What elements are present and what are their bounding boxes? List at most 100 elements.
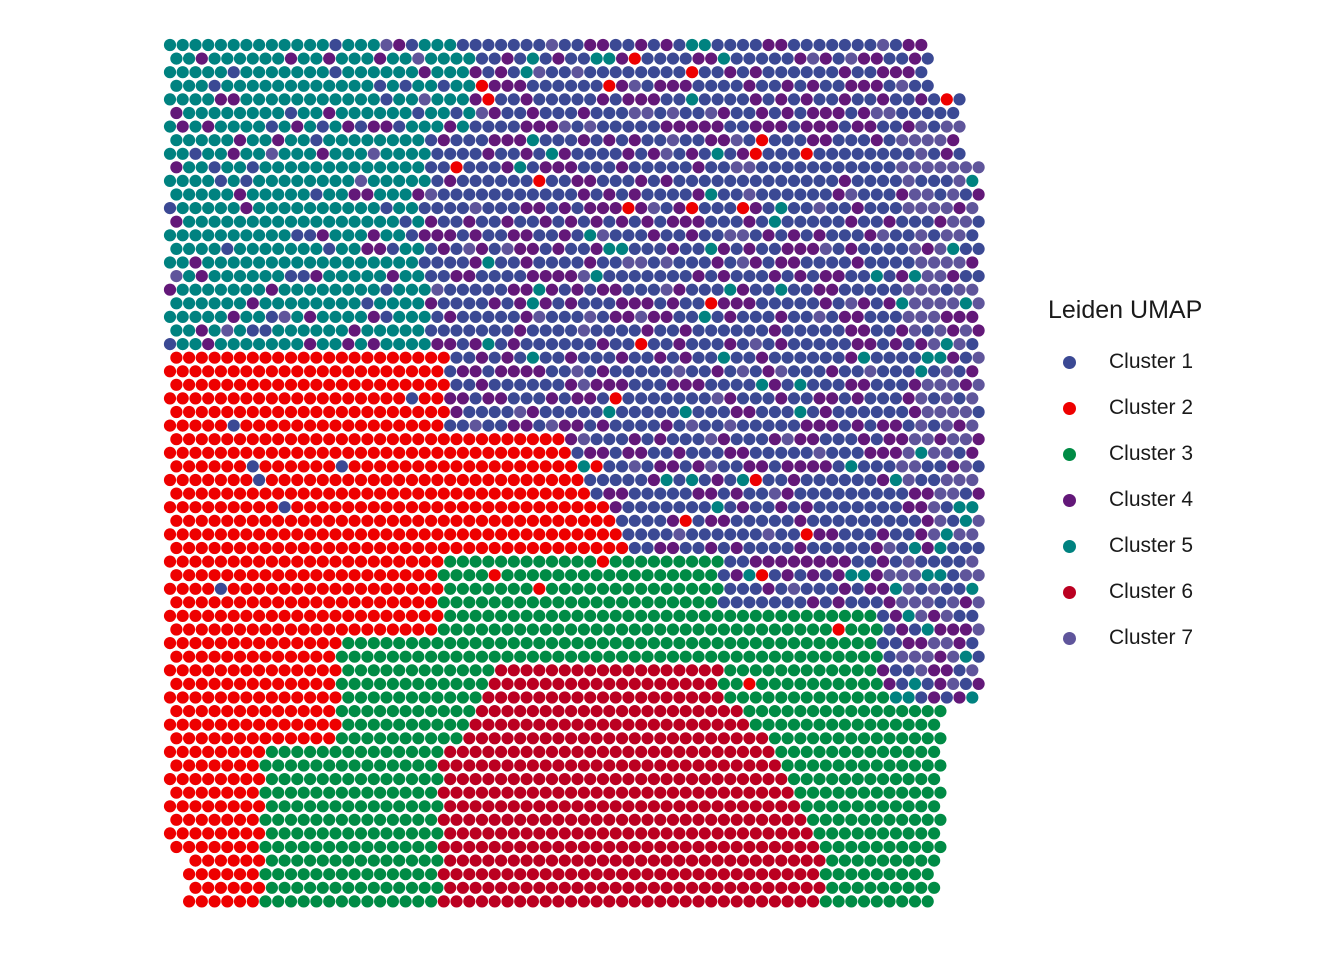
spot-point xyxy=(717,297,731,310)
spot-point xyxy=(189,283,202,296)
spot-point xyxy=(838,827,852,840)
spot-point xyxy=(609,555,622,568)
spot-point xyxy=(304,446,317,459)
spot-point xyxy=(692,786,705,799)
spot-point xyxy=(660,800,673,813)
spot-point xyxy=(259,351,272,364)
spot-point xyxy=(482,365,495,378)
spot-point xyxy=(450,297,463,310)
spot-point xyxy=(864,555,877,568)
spot-point xyxy=(902,174,915,187)
spot-point xyxy=(221,514,234,527)
spot-point xyxy=(202,446,215,459)
spot-point xyxy=(374,650,387,663)
spot-point xyxy=(908,732,922,745)
spot-point xyxy=(679,732,692,745)
spot-point xyxy=(616,134,629,147)
spot-point xyxy=(195,297,208,310)
spot-point xyxy=(660,93,673,106)
spot-point xyxy=(736,827,750,840)
spot-point xyxy=(246,134,259,147)
spot-point xyxy=(660,718,673,731)
spot-point xyxy=(838,338,852,351)
spot-point xyxy=(851,854,864,867)
spot-point xyxy=(374,460,387,473)
spot-point xyxy=(921,324,934,337)
spot-point xyxy=(539,215,552,228)
spot-point xyxy=(768,351,782,364)
spot-point xyxy=(374,134,387,147)
legend-items: Cluster 1 Cluster 2 Cluster 3 Cluster 4 Clus… xyxy=(1048,339,1202,661)
spot-point xyxy=(908,623,922,636)
spot-point xyxy=(902,283,915,296)
spot-point xyxy=(329,528,342,541)
spot-point xyxy=(380,120,393,133)
spot-point xyxy=(514,351,527,364)
spot-point xyxy=(781,52,794,65)
spot-point xyxy=(679,596,692,609)
spot-point xyxy=(354,256,368,269)
spot-point xyxy=(743,188,756,201)
spot-point xyxy=(800,419,813,432)
spot-point xyxy=(558,773,571,786)
spot-point xyxy=(609,881,622,894)
spot-point xyxy=(227,881,240,894)
spot-point xyxy=(335,623,348,636)
spot-point xyxy=(335,378,348,391)
spot-point xyxy=(202,419,215,432)
spot-point xyxy=(380,473,393,487)
spot-point xyxy=(253,38,266,52)
spot-point xyxy=(889,256,903,269)
spot-point xyxy=(673,174,686,187)
spot-point xyxy=(781,134,794,147)
spot-point xyxy=(654,106,667,120)
spot-point xyxy=(208,188,221,201)
spot-point xyxy=(227,528,240,541)
spot-point xyxy=(590,759,603,772)
spot-point xyxy=(456,745,469,759)
spot-point xyxy=(775,419,788,432)
spot-point xyxy=(456,881,469,894)
spot-point xyxy=(590,677,603,691)
spot-point xyxy=(959,405,973,419)
spot-point xyxy=(418,881,431,894)
spot-point xyxy=(514,705,527,718)
spot-point xyxy=(934,541,947,555)
spot-point xyxy=(781,840,794,854)
spot-point xyxy=(545,691,559,704)
spot-point xyxy=(641,514,654,527)
spot-point xyxy=(870,541,883,555)
spot-point xyxy=(437,813,450,826)
spot-point xyxy=(539,677,552,691)
spot-point xyxy=(590,705,603,718)
spot-point xyxy=(221,161,234,174)
spot-point xyxy=(488,514,501,527)
spot-point xyxy=(475,705,489,718)
spot-point xyxy=(425,161,438,174)
spot-point xyxy=(705,623,718,636)
spot-point xyxy=(686,881,699,894)
spot-point xyxy=(565,705,578,718)
spot-point xyxy=(399,297,412,310)
spot-point xyxy=(469,120,482,133)
spot-point xyxy=(297,868,310,881)
spot-point xyxy=(348,351,361,364)
spot-point xyxy=(195,514,208,527)
spot-point xyxy=(284,324,298,337)
spot-point xyxy=(552,868,565,881)
spot-point xyxy=(826,310,839,323)
spot-point xyxy=(736,66,750,79)
spot-point xyxy=(233,106,247,120)
spot-point xyxy=(603,514,616,527)
spot-point xyxy=(335,405,348,419)
spot-point xyxy=(367,229,380,242)
spot-point xyxy=(730,215,743,228)
spot-point xyxy=(533,800,546,813)
spot-point xyxy=(921,596,934,609)
spot-point xyxy=(736,582,750,595)
spot-point xyxy=(278,392,291,405)
spot-point xyxy=(819,351,832,364)
spot-point xyxy=(730,270,743,283)
spot-point xyxy=(265,609,278,623)
spot-point xyxy=(405,718,419,731)
